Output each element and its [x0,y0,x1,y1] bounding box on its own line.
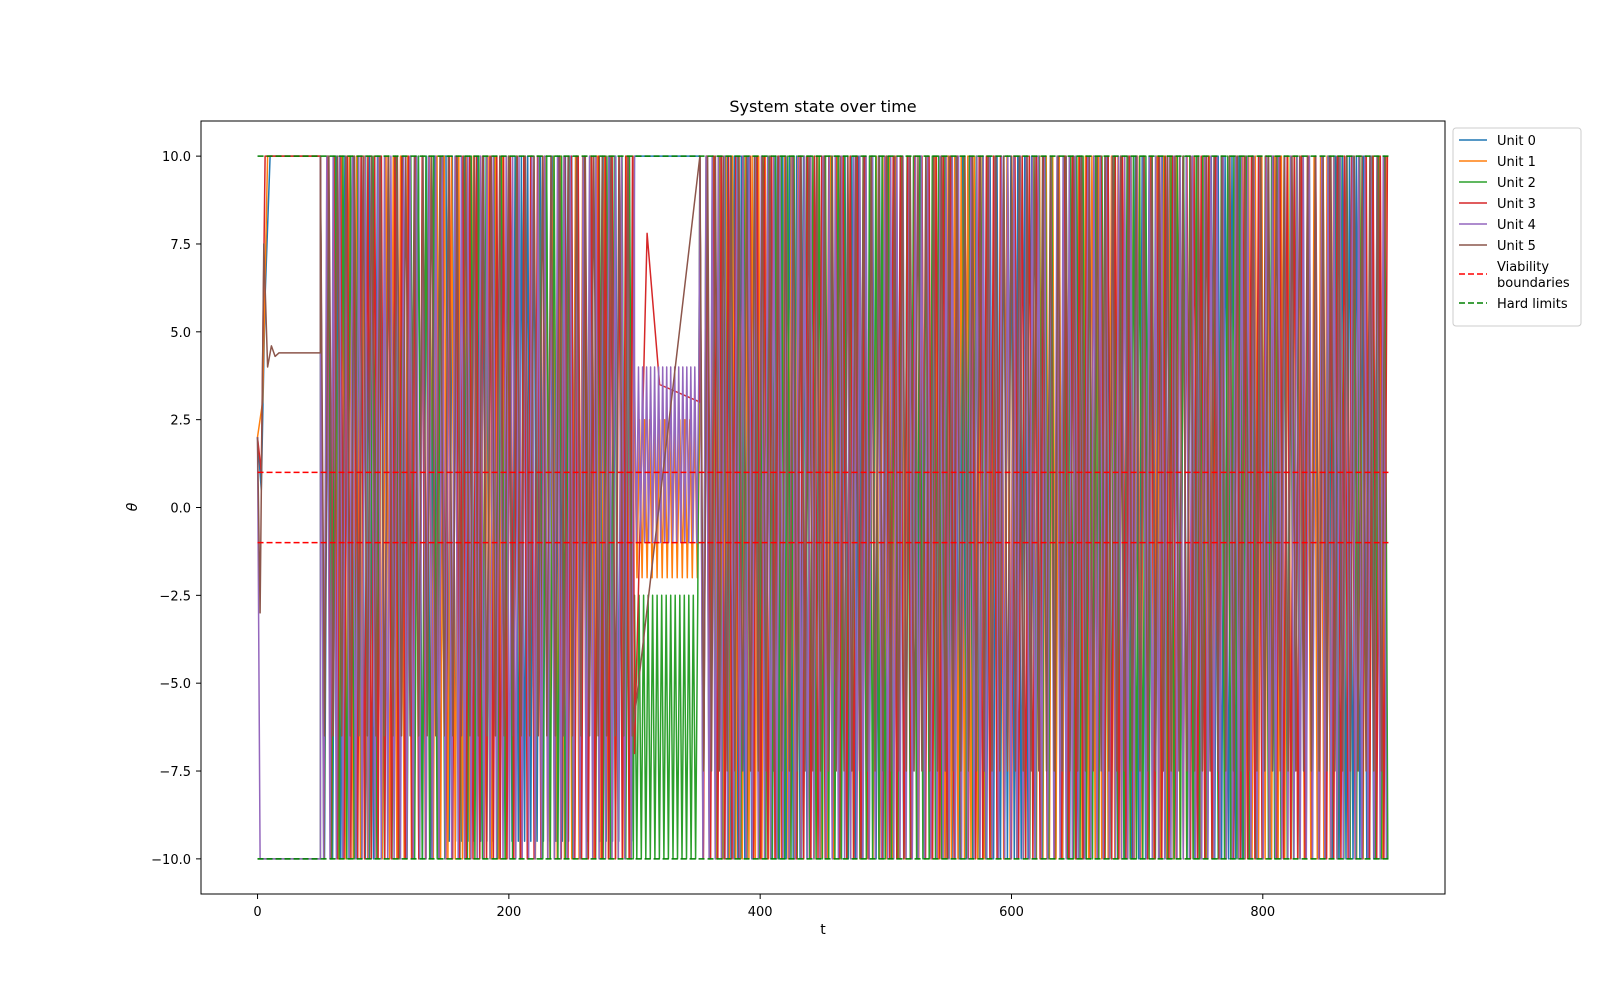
y-tick-label: 0.0 [170,502,191,517]
y-tick-label: 5.0 [170,326,191,341]
legend-label-unit-3: Unit 3 [1497,197,1536,212]
y-tick-label: 7.5 [170,238,191,253]
x-axis-label: t [820,922,826,938]
y-tick-label: −5.0 [159,677,191,692]
legend-label-unit-0: Unit 0 [1497,134,1536,149]
series-line-unit-5 [256,155,1387,772]
y-tick-label: −2.5 [159,589,191,604]
x-axis: 0 200 400 600 800 [253,894,1275,920]
y-tick-label: −10.0 [151,853,191,868]
legend-label-viability-boundaries: Viability boundaries [1497,260,1570,291]
chart-title: System state over time [729,97,916,116]
x-tick-label: 0 [253,905,261,920]
x-tick-label: 800 [1250,905,1275,920]
series-line-unit-3 [256,155,1389,860]
x-tick-label: 200 [496,905,521,920]
y-axis-label: θ [125,502,141,511]
legend-label-unit-4: Unit 4 [1497,218,1536,233]
legend-label-unit-5: Unit 5 [1497,239,1536,254]
legend-label-unit-2: Unit 2 [1497,176,1536,191]
legend: Unit 0 Unit 1 Unit 2 Unit 3 Unit 4 Unit 5 Viab… [1452,127,1582,327]
legend-box [1452,127,1582,327]
series-layer [256,155,1389,860]
legend-label-hard-limits: Hard limits [1497,297,1568,312]
y-tick-label: −7.5 [159,765,191,780]
legend-label-unit-1: Unit 1 [1497,155,1536,170]
x-tick-label: 400 [748,905,773,920]
y-tick-label: 10.0 [162,150,191,165]
y-axis: −10.0 −7.5 −5.0 −2.5 0.0 2.5 5.0 7.5 10.0 [151,150,201,868]
y-tick-label: 2.5 [170,414,191,429]
x-tick-label: 600 [999,905,1024,920]
